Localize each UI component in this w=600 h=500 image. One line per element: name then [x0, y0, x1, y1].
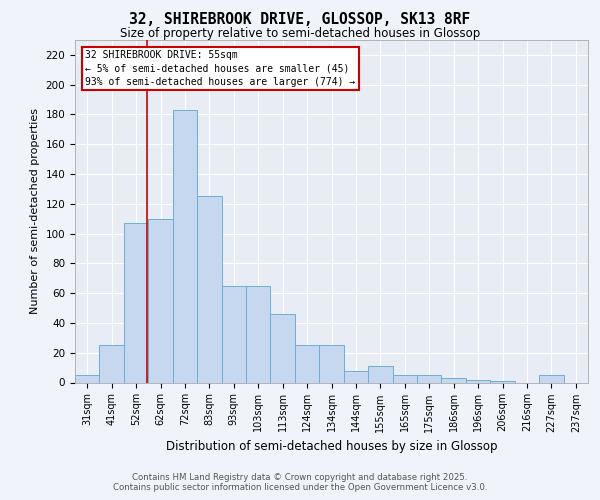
Text: Contains HM Land Registry data © Crown copyright and database right 2025.
Contai: Contains HM Land Registry data © Crown c…	[113, 473, 487, 492]
Bar	[490, 381, 515, 382]
Bar	[148, 218, 173, 382]
Y-axis label: Number of semi-detached properties: Number of semi-detached properties	[30, 108, 40, 314]
Bar	[368, 366, 392, 382]
Bar	[75, 375, 100, 382]
Bar	[271, 314, 295, 382]
Bar	[221, 286, 246, 382]
Text: 32 SHIREBROOK DRIVE: 55sqm
← 5% of semi-detached houses are smaller (45)
93% of : 32 SHIREBROOK DRIVE: 55sqm ← 5% of semi-…	[85, 50, 356, 86]
Bar	[246, 286, 271, 382]
Bar	[466, 380, 490, 382]
Bar	[295, 346, 319, 383]
Bar	[197, 196, 221, 382]
X-axis label: Distribution of semi-detached houses by size in Glossop: Distribution of semi-detached houses by …	[166, 440, 497, 453]
Bar	[100, 346, 124, 383]
Bar	[539, 375, 563, 382]
Text: Size of property relative to semi-detached houses in Glossop: Size of property relative to semi-detach…	[120, 28, 480, 40]
Bar	[442, 378, 466, 382]
Bar	[124, 223, 148, 382]
Bar	[173, 110, 197, 382]
Bar	[392, 375, 417, 382]
Text: 32, SHIREBROOK DRIVE, GLOSSOP, SK13 8RF: 32, SHIREBROOK DRIVE, GLOSSOP, SK13 8RF	[130, 12, 470, 28]
Bar	[319, 346, 344, 383]
Bar	[417, 375, 442, 382]
Bar	[344, 370, 368, 382]
